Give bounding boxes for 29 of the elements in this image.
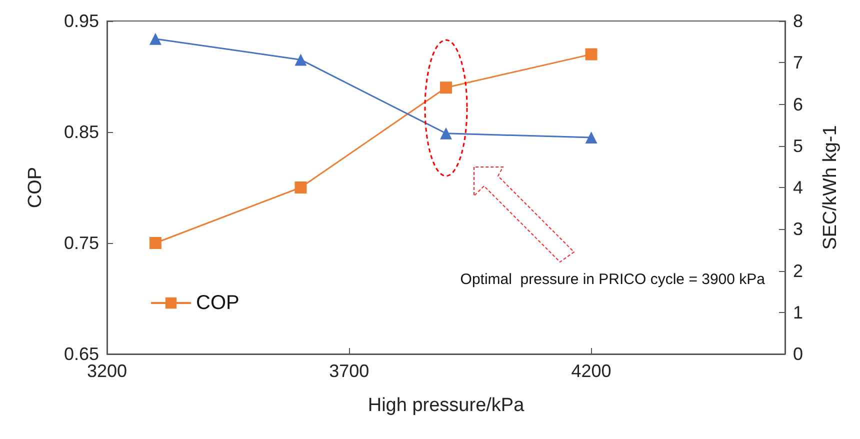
y-axis-title: COP [25,166,46,208]
point [149,237,162,249]
y2-tick-label: 0 [793,344,804,364]
y-tick-label: 0.85 [64,122,99,142]
point [585,132,598,144]
point [294,182,307,194]
y2-tick-label: 4 [793,178,804,198]
y2-tick-label: 5 [793,136,804,156]
y2-tick-label: 8 [793,11,804,31]
y-tick-label: 0.65 [64,344,99,364]
point [149,32,162,45]
point [585,48,598,60]
x-tick-label: 4200 [571,361,612,381]
y2-tick-label: 3 [793,219,804,240]
point [440,82,452,94]
y2-tick-label: 1 [793,302,804,322]
x-tick-label: 3700 [329,361,370,381]
legend-label: COP [196,292,240,314]
y-tick-label: 0.95 [64,11,99,31]
y2-tick-label: 7 [793,52,804,73]
y2-axis-title: SEC/kWh kg-1 [820,125,841,250]
y2-tick-label: 6 [793,94,804,114]
x-tick-label: 3200 [86,361,128,381]
point [294,54,307,66]
annotation: Optimal pressure in PRICO cycle = 3900 kPa [460,271,766,288]
point [440,127,452,140]
y2-tick-label: 2 [793,260,804,281]
x-axis-title: High pressure/kPa [368,395,525,416]
y-tick-label: 0.75 [64,233,99,253]
